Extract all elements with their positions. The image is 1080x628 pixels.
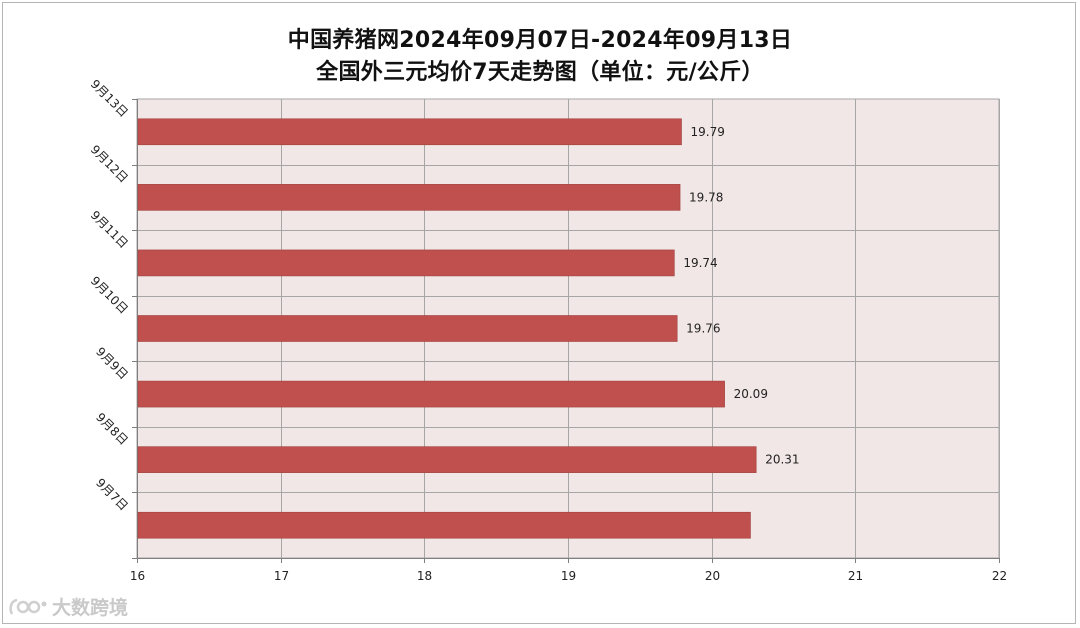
- bar: [137, 249, 675, 277]
- bar: [137, 511, 751, 539]
- x-tick-label: 17: [274, 569, 289, 583]
- data-label: 19.78: [689, 190, 723, 204]
- watermark-text: 大数跨境: [52, 597, 129, 619]
- data-label: 20.09: [734, 387, 768, 401]
- y-tick-label: 9月13日: [88, 77, 131, 120]
- watermark-logo-icon: [9, 598, 47, 615]
- y-tick-label: 9月9日: [93, 345, 131, 383]
- y-tick-label: 9月10日: [88, 274, 131, 317]
- bar: [137, 380, 725, 408]
- y-tick-label: 9月12日: [88, 142, 131, 185]
- x-tick-label: 20: [705, 569, 720, 583]
- chart-title-line2: 全国外三元均价7天走势图（单位：元/公斤）: [316, 60, 764, 85]
- x-tick-label: 21: [848, 569, 863, 583]
- bar: [137, 118, 682, 146]
- watermark: 大数跨境: [8, 593, 128, 620]
- x-tick-label: 18: [417, 569, 432, 583]
- y-tick-label: 9月11日: [88, 208, 131, 251]
- bar: [137, 446, 757, 473]
- y-tick-label: 9月7日: [93, 476, 131, 514]
- data-label: 19.79: [690, 125, 724, 139]
- bar: [137, 315, 678, 342]
- data-label: 19.74: [683, 256, 717, 270]
- data-label: 19.76: [686, 322, 720, 336]
- chart-title-line1: 中国养猪网2024年09月07日-2024年09月13日: [287, 28, 793, 53]
- x-tick-label: 19: [561, 569, 576, 583]
- x-tick-label: 22: [992, 569, 1007, 583]
- bar: [137, 184, 681, 211]
- y-tick-label: 9月8日: [93, 410, 131, 448]
- x-tick-label: 16: [130, 569, 145, 583]
- data-label: 20.31: [765, 453, 799, 467]
